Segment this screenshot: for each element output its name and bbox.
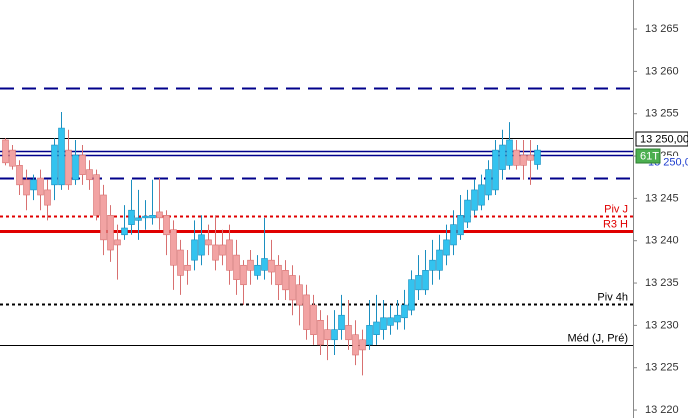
candle-body — [261, 258, 268, 271]
candle-body — [310, 304, 317, 335]
candle-body — [58, 127, 65, 186]
candle-body — [2, 139, 9, 164]
price-tag: 13 250,00 — [640, 133, 688, 145]
y-tick-label: 13 255 — [645, 108, 679, 120]
candle-body — [86, 169, 93, 181]
candle-body — [37, 177, 44, 196]
candle-body — [205, 239, 212, 246]
candle-body — [149, 215, 156, 219]
candle-body — [135, 217, 142, 221]
candle-body — [492, 149, 499, 191]
y-tick-label: 13 225 — [645, 362, 679, 374]
candle-body — [303, 294, 310, 330]
candle-body — [415, 275, 422, 291]
y-tick-label: 13 245 — [645, 192, 679, 204]
candle-body — [198, 234, 205, 256]
candle-body — [352, 334, 359, 356]
candle-body — [345, 325, 352, 341]
candle-body — [30, 179, 37, 191]
candle-body — [499, 144, 506, 170]
tag-box — [635, 131, 688, 147]
candle-body — [394, 314, 401, 323]
candle-body — [191, 239, 198, 261]
candle-body — [44, 189, 51, 206]
candle-body — [513, 149, 520, 166]
candle-body — [114, 239, 121, 246]
y-tick-label: 13 235 — [645, 277, 679, 289]
candle-body — [366, 325, 373, 346]
candle-body — [408, 279, 415, 311]
candle-body — [471, 189, 478, 211]
candle-body — [450, 224, 457, 246]
candle-body — [401, 304, 408, 319]
candle-body — [520, 154, 527, 166]
candle-body — [359, 339, 366, 351]
candle-body — [9, 149, 16, 167]
candle-body — [128, 209, 135, 225]
level-label: Piv J — [604, 203, 628, 215]
candle-body — [275, 264, 282, 286]
candle-body — [240, 264, 247, 286]
tag-box — [635, 148, 661, 164]
candle-body — [324, 329, 331, 341]
candle-body — [254, 264, 261, 276]
candle-body — [282, 270, 289, 291]
candle-body — [331, 329, 338, 341]
candle-body — [422, 270, 429, 291]
candle-body — [163, 215, 170, 236]
candle-body — [65, 149, 72, 186]
candle-body — [268, 259, 275, 273]
candle-body — [93, 174, 100, 216]
candle-body — [338, 314, 345, 330]
candle-body — [142, 215, 149, 219]
y-tick-label: 13 220 — [645, 404, 679, 416]
candle-body — [100, 194, 107, 241]
candle-body — [464, 199, 471, 223]
candle-body — [527, 154, 534, 161]
candle-body — [478, 184, 485, 206]
candle-body — [534, 149, 541, 165]
candle-body — [443, 239, 450, 256]
candle-body — [289, 275, 296, 301]
candle-body — [212, 244, 219, 261]
candle-body — [380, 317, 387, 330]
candle-body — [156, 211, 163, 219]
y-tick-label: 13 230 — [645, 319, 679, 331]
candle-body — [177, 249, 184, 276]
y-tick-label: 13 260 — [645, 65, 679, 77]
level-label: R3 H — [603, 218, 628, 230]
candle-body — [121, 227, 128, 236]
level-label: Méd (J, Pré) — [567, 332, 628, 344]
candle-body — [436, 249, 443, 271]
candle-body — [16, 165, 23, 186]
candle-body — [485, 169, 492, 196]
candle-body — [429, 259, 436, 271]
candle-body — [506, 139, 513, 166]
candle-body — [23, 179, 30, 196]
candle-body — [233, 254, 240, 280]
candle-body — [226, 239, 233, 271]
candle-body — [184, 264, 191, 271]
candle-body — [317, 319, 324, 346]
candle-body — [247, 259, 254, 271]
y-tick-label: 13 240 — [645, 235, 679, 247]
candle-body — [373, 321, 380, 335]
candle-body — [72, 154, 79, 181]
candle-body — [219, 244, 226, 256]
candle-body — [51, 144, 58, 186]
candle-body — [387, 317, 394, 326]
candle-body — [457, 215, 464, 236]
level-label: Piv 4h — [597, 291, 628, 303]
candle-body — [296, 284, 303, 306]
candle-body — [79, 154, 86, 175]
price-tag: 61T — [640, 150, 659, 162]
price-tags: 13 250,00 13 250,00 61T — [635, 131, 688, 168]
candle-body — [170, 229, 177, 266]
candle-body — [107, 215, 114, 251]
y-tick-label: 13 265 — [645, 23, 679, 35]
